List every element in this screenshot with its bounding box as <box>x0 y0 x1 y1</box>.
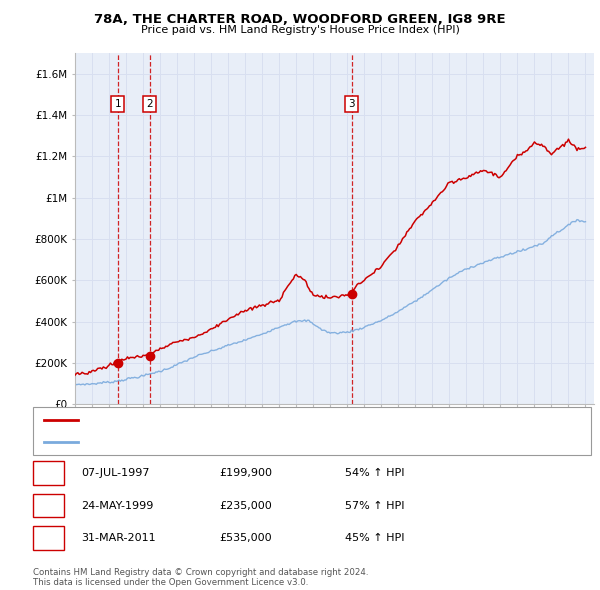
Text: 1: 1 <box>45 468 52 478</box>
Text: 1: 1 <box>115 99 121 109</box>
Text: 57% ↑ HPI: 57% ↑ HPI <box>345 501 404 510</box>
Text: 78A, THE CHARTER ROAD, WOODFORD GREEN, IG8 9RE (detached house): 78A, THE CHARTER ROAD, WOODFORD GREEN, I… <box>84 415 470 425</box>
Text: 54% ↑ HPI: 54% ↑ HPI <box>345 468 404 478</box>
Text: £235,000: £235,000 <box>219 501 272 510</box>
Text: 45% ↑ HPI: 45% ↑ HPI <box>345 533 404 543</box>
Text: 24-MAY-1999: 24-MAY-1999 <box>81 501 154 510</box>
Text: £535,000: £535,000 <box>219 533 272 543</box>
Text: HPI: Average price, detached house, Waltham Forest: HPI: Average price, detached house, Walt… <box>84 437 358 447</box>
Text: 78A, THE CHARTER ROAD, WOODFORD GREEN, IG8 9RE: 78A, THE CHARTER ROAD, WOODFORD GREEN, I… <box>94 13 506 26</box>
Text: 3: 3 <box>348 99 355 109</box>
Text: 2: 2 <box>45 501 52 510</box>
Text: Price paid vs. HM Land Registry's House Price Index (HPI): Price paid vs. HM Land Registry's House … <box>140 25 460 35</box>
Text: 2: 2 <box>146 99 153 109</box>
Text: £199,900: £199,900 <box>219 468 272 478</box>
Text: 07-JUL-1997: 07-JUL-1997 <box>81 468 149 478</box>
Text: Contains HM Land Registry data © Crown copyright and database right 2024.
This d: Contains HM Land Registry data © Crown c… <box>33 568 368 587</box>
Text: 31-MAR-2011: 31-MAR-2011 <box>81 533 155 543</box>
Text: 3: 3 <box>45 533 52 543</box>
